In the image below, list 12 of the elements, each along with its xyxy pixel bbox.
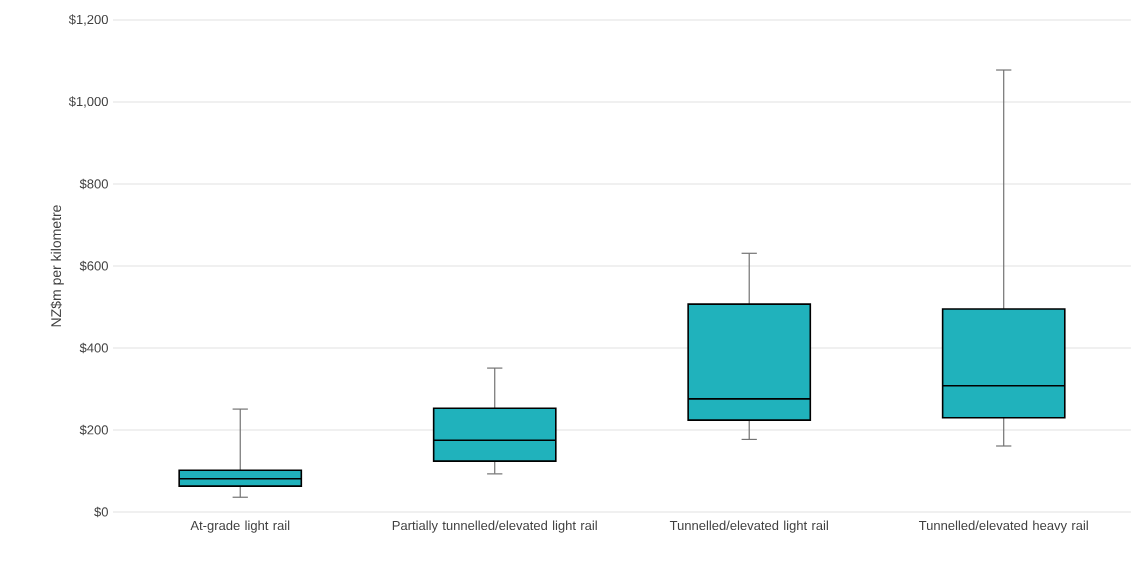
y-axis-title: NZ$m per kilometre: [50, 205, 64, 327]
x-tick-label: At-grade light rail: [190, 520, 290, 533]
y-tick-label: $400: [79, 342, 108, 354]
y-tick-label: $1,200: [68, 14, 108, 26]
x-tick-label: Tunnelled/elevated light rail: [669, 520, 828, 533]
y-tick-label: $600: [79, 260, 108, 272]
x-tick-label: Tunnelled/elevated heavy rail: [918, 520, 1088, 533]
y-tick-label: $0: [94, 506, 108, 518]
x-tick-label: Partially tunnelled/elevated light rail: [392, 520, 597, 533]
y-tick-label: $1,000: [68, 96, 108, 108]
y-tick-label: $800: [79, 178, 108, 190]
y-tick-label: $200: [79, 424, 108, 436]
